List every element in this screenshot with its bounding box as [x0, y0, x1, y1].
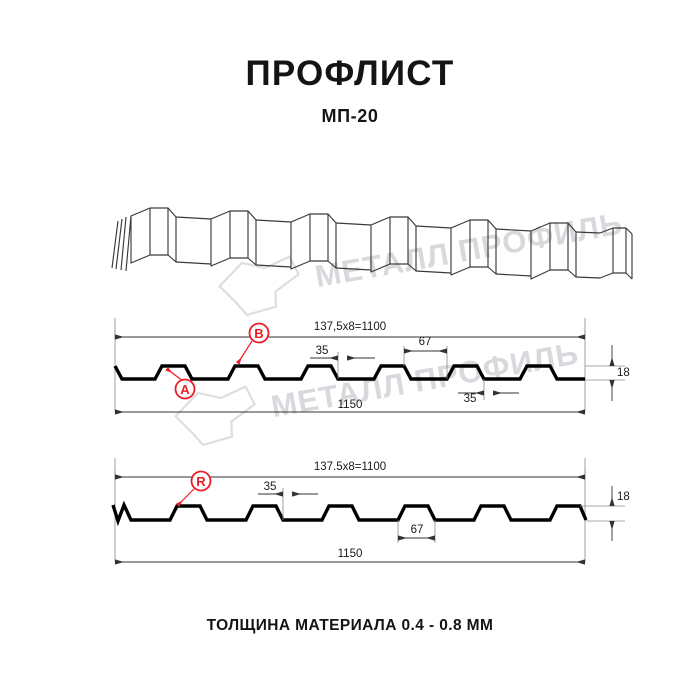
- dimension-bottom-width: 1150: [115, 399, 585, 415]
- section-top: 137,5x8=1100 1150 18 35: [113, 318, 630, 415]
- dimension-height-bottom: 18: [580, 486, 630, 541]
- page-title: ПРОФЛИСТ: [245, 54, 455, 93]
- dimension-height-top-label: 18: [617, 367, 630, 379]
- dimension-rib-top: 67: [403, 336, 448, 379]
- dimension-bottom-width-2-label: 1150: [338, 548, 363, 560]
- isometric-profile-view: [111, 207, 633, 280]
- dimension-bottom-width-label: 1150: [338, 399, 363, 411]
- material-thickness-note: ТОЛЩИНА МАТЕРИАЛА 0.4 - 0.8 ММ: [206, 617, 494, 634]
- profile-outline-bottom: [111, 500, 588, 527]
- dimension-flange-right-top: 35: [458, 379, 519, 405]
- iso-left-edge: [111, 215, 132, 272]
- dimension-top-width-2-label: 137.5x8=1100: [314, 461, 386, 473]
- dimension-flange-bottom-label: 35: [264, 481, 277, 493]
- iso-ribs: [130, 207, 633, 280]
- dimension-flange-left-top-label: 35: [316, 345, 329, 357]
- dimension-bottom-width-2: 1150: [115, 548, 585, 565]
- dimension-rib-bottom-label: 67: [411, 524, 424, 536]
- callout-b: B: [235, 322, 270, 365]
- footer-block: ТОЛЩИНА МАТЕРИАЛА 0.4 - 0.8 ММ: [0, 617, 700, 635]
- watermark-text: МЕТАЛЛ ПРОФИЛЬ: [312, 206, 625, 295]
- dimension-flange-left-top: 35: [310, 345, 375, 379]
- callout-a-label: A: [180, 382, 190, 397]
- title-block: ПРОФЛИСТ МП-20: [0, 54, 700, 127]
- watermark-upper: МЕТАЛЛ ПРОФИЛЬ: [218, 206, 626, 317]
- dimension-flange-right-top-label: 35: [464, 393, 477, 405]
- dimension-top-width: 137,5x8=1100: [115, 321, 585, 340]
- extension-lines-bottom: [114, 458, 586, 562]
- dimension-top-width-label: 137,5x8=1100: [314, 321, 386, 333]
- watermark-lower: МЕТАЛЛ ПРОФИЛЬ: [174, 336, 582, 447]
- callout-b-label: B: [254, 326, 263, 341]
- dimension-flange-bottom: 35: [258, 481, 318, 520]
- dimension-top-width-2: 137.5x8=1100: [115, 461, 585, 480]
- callout-r: R: [176, 470, 212, 507]
- extension-lines-top: [114, 318, 586, 412]
- section-bottom: 137.5x8=1100 1150 18 35: [111, 458, 630, 565]
- dimension-rib-bottom: 67: [397, 520, 436, 543]
- dimension-height-top: 18: [585, 345, 630, 401]
- callout-a: A: [165, 366, 196, 400]
- dimension-height-bottom-label: 18: [617, 491, 630, 503]
- callout-r-label: R: [196, 474, 206, 489]
- model-subtitle: МП-20: [321, 106, 379, 126]
- dimension-rib-top-label: 67: [419, 336, 432, 348]
